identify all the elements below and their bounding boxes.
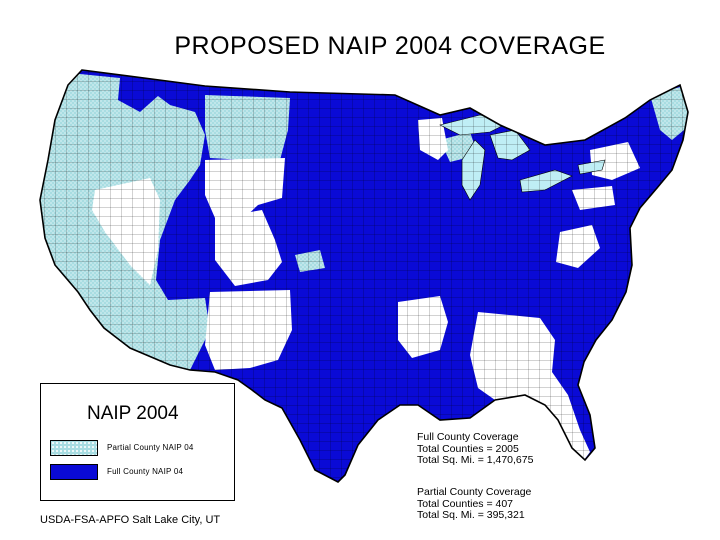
partial-stats-counties: Total Counties = 407: [417, 497, 514, 510]
legend-swatch-full: [50, 464, 98, 480]
legend-label-full: Full County NAIP 04: [107, 467, 184, 476]
legend-title: NAIP 2004: [87, 403, 179, 424]
map-title: PROPOSED NAIP 2004 COVERAGE: [174, 32, 606, 60]
partial-stats-area: Total Sq. Mi. = 395,321: [417, 509, 525, 521]
partial-coverage-stats: Partial County Coverage Total Counties =…: [417, 486, 532, 522]
full-stats-area: Total Sq. Mi. = 1,470,675: [417, 454, 534, 466]
legend-label-partial: Partial County NAIP 04: [107, 443, 194, 452]
full-stats-counties: Total Counties = 2005: [417, 442, 519, 455]
full-stats-heading: Full County Coverage: [417, 431, 519, 443]
partial-stats-heading: Partial County Coverage: [417, 486, 532, 498]
full-coverage-stats: Full County Coverage Total Counties = 20…: [417, 431, 534, 467]
credit-text: USDA-FSA-APFO Salt Lake City, UT: [40, 514, 221, 526]
legend: NAIP 2004 Partial County NAIP 04 Full Co…: [40, 383, 235, 501]
legend-swatch-partial: [50, 440, 98, 456]
